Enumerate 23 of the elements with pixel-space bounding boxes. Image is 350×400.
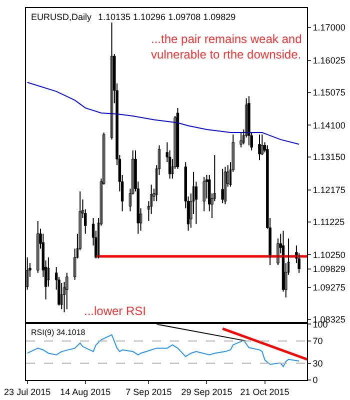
- x-tick-label: 23 Jul 2015: [4, 386, 51, 397]
- y-tick-label: 1.16025: [312, 55, 346, 66]
- y-tick-label: 1.17000: [312, 22, 346, 33]
- y-tick-label: 1.10250: [312, 250, 346, 260]
- x-tick-label: 7 Sep 2015: [126, 386, 172, 397]
- x-tick-label: 29 Sep 2015: [181, 386, 232, 397]
- y-tick-label: 70: [312, 336, 323, 346]
- annotation: ...lower RSI: [84, 304, 146, 318]
- y-tick-label: 1.14100: [312, 120, 346, 130]
- y-tick-label: 30: [312, 358, 323, 368]
- y-tick-label: 1.09829: [312, 264, 346, 274]
- chart-subtitle: 1.10135 1.10296 1.09708 1.09829: [98, 12, 236, 22]
- annotation: ...the pair remains weak and vulnerable to rthe downside.: [151, 32, 302, 62]
- y-tick-label: 1.13150: [312, 152, 346, 162]
- chart-title: EURUSD,Daily: [31, 12, 92, 22]
- y-tick-label: 1.09275: [312, 282, 346, 293]
- y-tick-label: 0: [312, 375, 318, 386]
- y-tick-label: 1.12175: [312, 185, 346, 196]
- y-tick-label: 1.15075: [312, 87, 346, 98]
- x-tick-label: 14 Aug 2015: [60, 386, 111, 397]
- x-tick-label: 21 Oct 2015: [240, 386, 290, 397]
- y-tick-label: 1.11225: [312, 217, 345, 227]
- text: RSI(9) 34.1018: [31, 328, 86, 337]
